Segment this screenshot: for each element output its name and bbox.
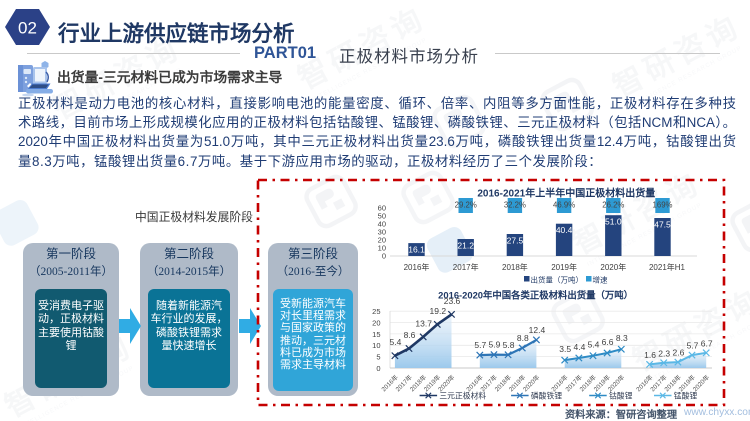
svg-text:19.2: 19.2 bbox=[430, 306, 447, 316]
svg-text:5.8: 5.8 bbox=[503, 340, 515, 350]
svg-text:169%: 169% bbox=[653, 201, 673, 210]
svg-text:51.0: 51.0 bbox=[605, 217, 622, 227]
svg-text:5.9: 5.9 bbox=[488, 340, 500, 350]
svg-text:2.6: 2.6 bbox=[672, 348, 684, 358]
svg-text:2017年: 2017年 bbox=[453, 262, 479, 272]
svg-text:40: 40 bbox=[378, 220, 386, 229]
svg-text:增速: 增速 bbox=[593, 274, 608, 284]
svg-text:32.2%: 32.2% bbox=[504, 201, 526, 210]
svg-text:8.6: 8.6 bbox=[404, 330, 416, 340]
svg-text:2016年: 2016年 bbox=[404, 262, 430, 272]
svg-text:21.2: 21.2 bbox=[457, 240, 474, 250]
svg-text:29.2%: 29.2% bbox=[455, 201, 477, 210]
svg-text:8.8: 8.8 bbox=[517, 333, 529, 343]
svg-text:2021年H1: 2021年H1 bbox=[649, 262, 686, 272]
svg-text:1.6: 1.6 bbox=[644, 350, 656, 360]
svg-text:10: 10 bbox=[372, 341, 380, 350]
svg-text:20: 20 bbox=[372, 318, 380, 327]
svg-text:三元正极材料: 三元正极材料 bbox=[439, 391, 486, 401]
svg-text:5.4: 5.4 bbox=[588, 340, 600, 350]
svg-text:50: 50 bbox=[378, 212, 386, 221]
svg-text:5.7: 5.7 bbox=[474, 340, 486, 350]
svg-text:16.1: 16.1 bbox=[408, 244, 425, 254]
svg-text:5.4: 5.4 bbox=[389, 337, 401, 347]
svg-text:02: 02 bbox=[18, 19, 37, 38]
svg-text:磷酸铁锂: 磷酸铁锂 bbox=[531, 391, 562, 401]
svg-text:60: 60 bbox=[378, 204, 386, 213]
svg-text:6.7: 6.7 bbox=[701, 338, 713, 348]
svg-text:锰酸锂: 锰酸锂 bbox=[674, 391, 698, 401]
svg-text:3.5: 3.5 bbox=[559, 344, 571, 354]
svg-text:40.4: 40.4 bbox=[556, 225, 573, 235]
svg-text:12.4: 12.4 bbox=[529, 325, 546, 335]
svg-text:26.2%: 26.2% bbox=[602, 201, 624, 210]
svg-text:25: 25 bbox=[372, 307, 380, 316]
svg-text:8.3: 8.3 bbox=[616, 333, 628, 343]
svg-text:2019年: 2019年 bbox=[551, 262, 577, 272]
svg-text:2.3: 2.3 bbox=[658, 348, 670, 358]
svg-text:6.6: 6.6 bbox=[602, 337, 614, 347]
svg-text:2020年: 2020年 bbox=[600, 262, 626, 272]
svg-text:27.5: 27.5 bbox=[507, 235, 524, 245]
svg-text:13.7: 13.7 bbox=[415, 318, 432, 328]
svg-text:钴酸锂: 钴酸锂 bbox=[609, 391, 633, 401]
svg-text:4.4: 4.4 bbox=[573, 342, 585, 352]
svg-text:2016-2021年上半年中国正极材料出货量: 2016-2021年上半年中国正极材料出货量 bbox=[477, 187, 655, 200]
svg-text:15: 15 bbox=[372, 330, 380, 339]
svg-text:23.6: 23.6 bbox=[444, 296, 461, 306]
svg-text:46.9%: 46.9% bbox=[553, 201, 575, 210]
svg-text:5.7: 5.7 bbox=[687, 341, 699, 351]
svg-text:2016-2020年中国各类正极材料出货量（万吨）: 2016-2020年中国各类正极材料出货量（万吨） bbox=[438, 289, 633, 300]
svg-text:47.5: 47.5 bbox=[654, 219, 671, 229]
svg-text:2018年: 2018年 bbox=[502, 262, 528, 272]
svg-text:30: 30 bbox=[378, 228, 386, 237]
svg-text:10: 10 bbox=[378, 244, 386, 253]
svg-text:5: 5 bbox=[376, 352, 380, 361]
svg-text:0: 0 bbox=[382, 252, 386, 261]
svg-text:0: 0 bbox=[376, 364, 380, 373]
svg-text:出货量（万吨）: 出货量（万吨） bbox=[531, 274, 584, 284]
svg-text:20: 20 bbox=[378, 236, 386, 245]
